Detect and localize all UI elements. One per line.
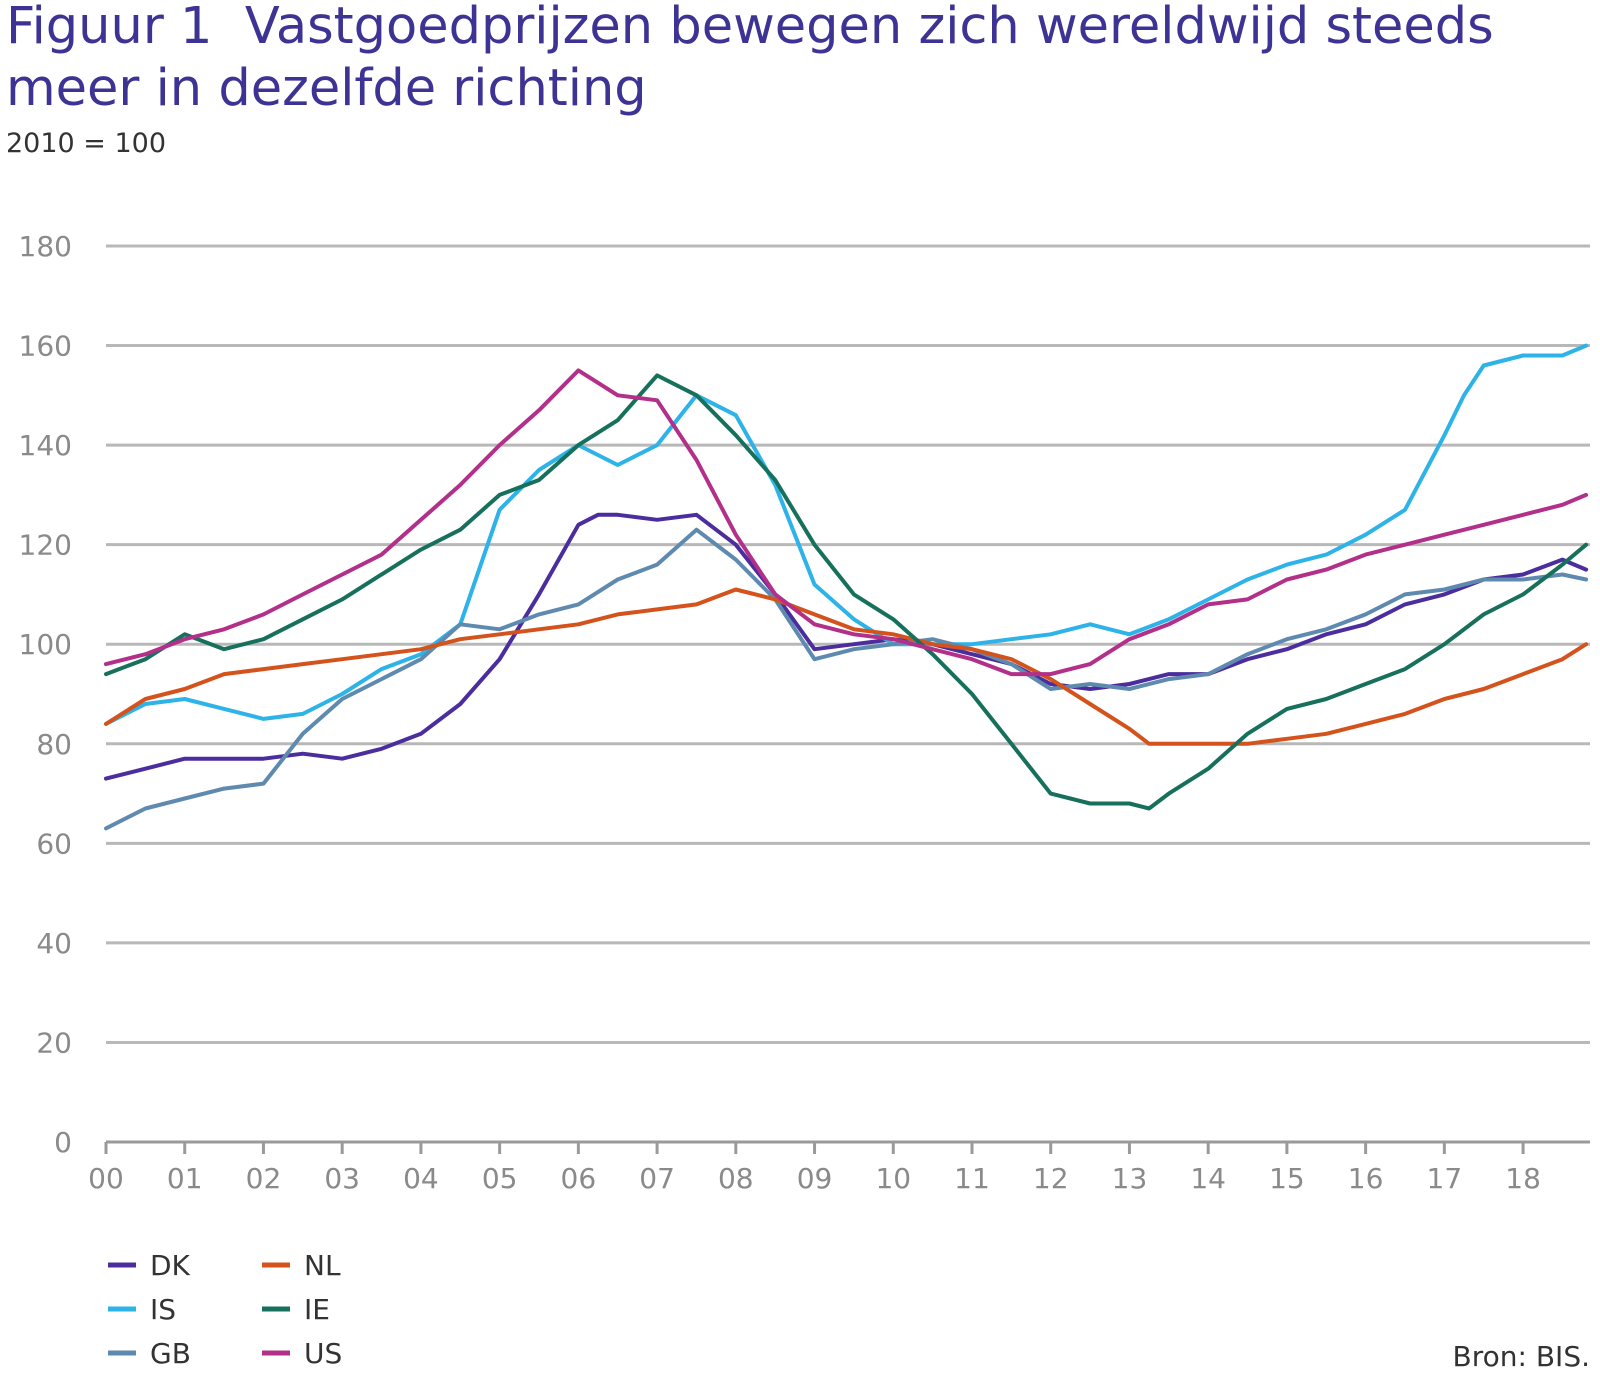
y-tick-label-100: 100	[19, 628, 72, 661]
x-tick-label-09: 09	[797, 1162, 833, 1195]
x-tick-label-03: 03	[324, 1162, 360, 1195]
chart-title: Figuur 1 Vastgoedprijzen bewegen zich we…	[6, 0, 1596, 120]
series-line-gb	[104, 527, 1589, 831]
x-tick-label-17: 17	[1427, 1162, 1463, 1195]
x-tick-label-16: 16	[1348, 1162, 1384, 1195]
figure-title-text: Vastgoedprijzen bewegen zich wereldwijd …	[6, 0, 1494, 118]
series-line-is	[104, 343, 1589, 726]
series-line-dk	[104, 512, 1589, 781]
y-tick-label-0: 0	[54, 1126, 72, 1159]
x-tick-label-05: 05	[482, 1162, 518, 1195]
x-tick-label-10: 10	[875, 1162, 911, 1195]
x-tick-label-08: 08	[718, 1162, 754, 1195]
y-tick-label-80: 80	[36, 728, 72, 761]
x-tick-label-14: 14	[1190, 1162, 1226, 1195]
legend-label-ie: IE	[304, 1293, 330, 1326]
x-tick-label-00: 00	[88, 1162, 124, 1195]
x-tick-label-01: 01	[167, 1162, 203, 1195]
source-note: Bron: BIS.	[1452, 1340, 1590, 1373]
series-line-us	[104, 368, 1589, 677]
x-tick-label-07: 07	[639, 1162, 675, 1195]
y-tick-label-160: 160	[19, 330, 72, 363]
y-tick-label-140: 140	[19, 429, 72, 462]
y-tick-label-60: 60	[36, 827, 72, 860]
legend-label-nl: NL	[304, 1249, 341, 1282]
y-tick-label-180: 180	[19, 230, 72, 263]
y-tick-label-40: 40	[36, 927, 72, 960]
chart-subtitle: 2010 = 100	[6, 128, 167, 159]
x-tick-label-11: 11	[954, 1162, 990, 1195]
y-tick-label-20: 20	[36, 1026, 72, 1059]
series-line-nl	[104, 587, 1589, 746]
x-tick-label-02: 02	[246, 1162, 282, 1195]
y-tick-label-120: 120	[19, 529, 72, 562]
legend-label-gb: GB	[150, 1337, 191, 1370]
x-tick-label-18: 18	[1505, 1162, 1541, 1195]
legend-label-is: IS	[150, 1293, 176, 1326]
legend-label-dk: DK	[150, 1249, 191, 1282]
x-tick-label-12: 12	[1033, 1162, 1069, 1195]
x-tick-label-06: 06	[561, 1162, 597, 1195]
figure-number: Figuur 1	[6, 0, 213, 56]
x-tick-label-13: 13	[1112, 1162, 1148, 1195]
x-tick-label-04: 04	[403, 1162, 439, 1195]
x-tick-label-15: 15	[1269, 1162, 1305, 1195]
legend-label-us: US	[304, 1337, 342, 1370]
series-line-ie	[104, 373, 1589, 811]
